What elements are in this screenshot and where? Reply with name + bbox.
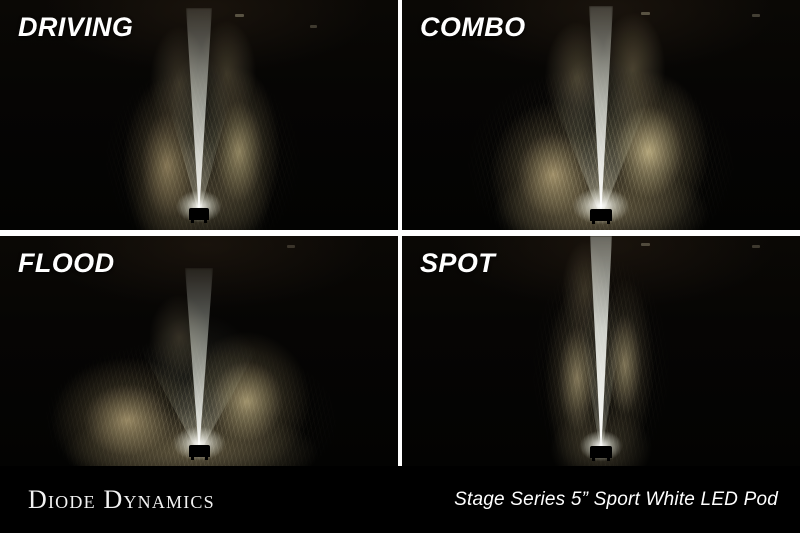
beam-panel-flood: FLOOD: [0, 236, 398, 466]
led-pod-silhouette: [590, 209, 612, 224]
horizontal-divider: [0, 230, 800, 236]
beam-panel-combo: COMBO: [402, 0, 800, 230]
distant-reflector-speck: [640, 242, 650, 246]
distant-reflector-speck: [752, 13, 761, 17]
led-pod-silhouette: [189, 445, 210, 460]
distant-reflector-speck: [640, 11, 650, 15]
panel-label-flood: FLOOD: [18, 248, 115, 278]
night-scene-flood: [0, 236, 398, 466]
product-name-label: Stage Series 5” Sport White LED Pod: [454, 488, 778, 510]
beam-panel-grid: DRIVING COMBO: [0, 0, 800, 466]
distant-reflector-speck: [310, 25, 318, 29]
led-pod-silhouette: [189, 208, 209, 223]
beam-panel-spot: SPOT: [402, 236, 800, 466]
footer-bar: Diode Dynamics Stage Series 5” Sport Whi…: [0, 466, 800, 533]
panel-label-combo: COMBO: [420, 12, 526, 42]
distant-reflector-speck: [286, 245, 295, 249]
brand-wordmark: Diode Dynamics: [28, 484, 215, 514]
distant-reflector-speck: [234, 13, 244, 17]
distant-reflector-speck: [752, 245, 761, 249]
beam-panel-driving: DRIVING: [0, 0, 398, 230]
led-pod-silhouette: [590, 446, 612, 461]
panel-label-driving: DRIVING: [18, 12, 134, 42]
panel-label-spot: SPOT: [420, 248, 496, 278]
